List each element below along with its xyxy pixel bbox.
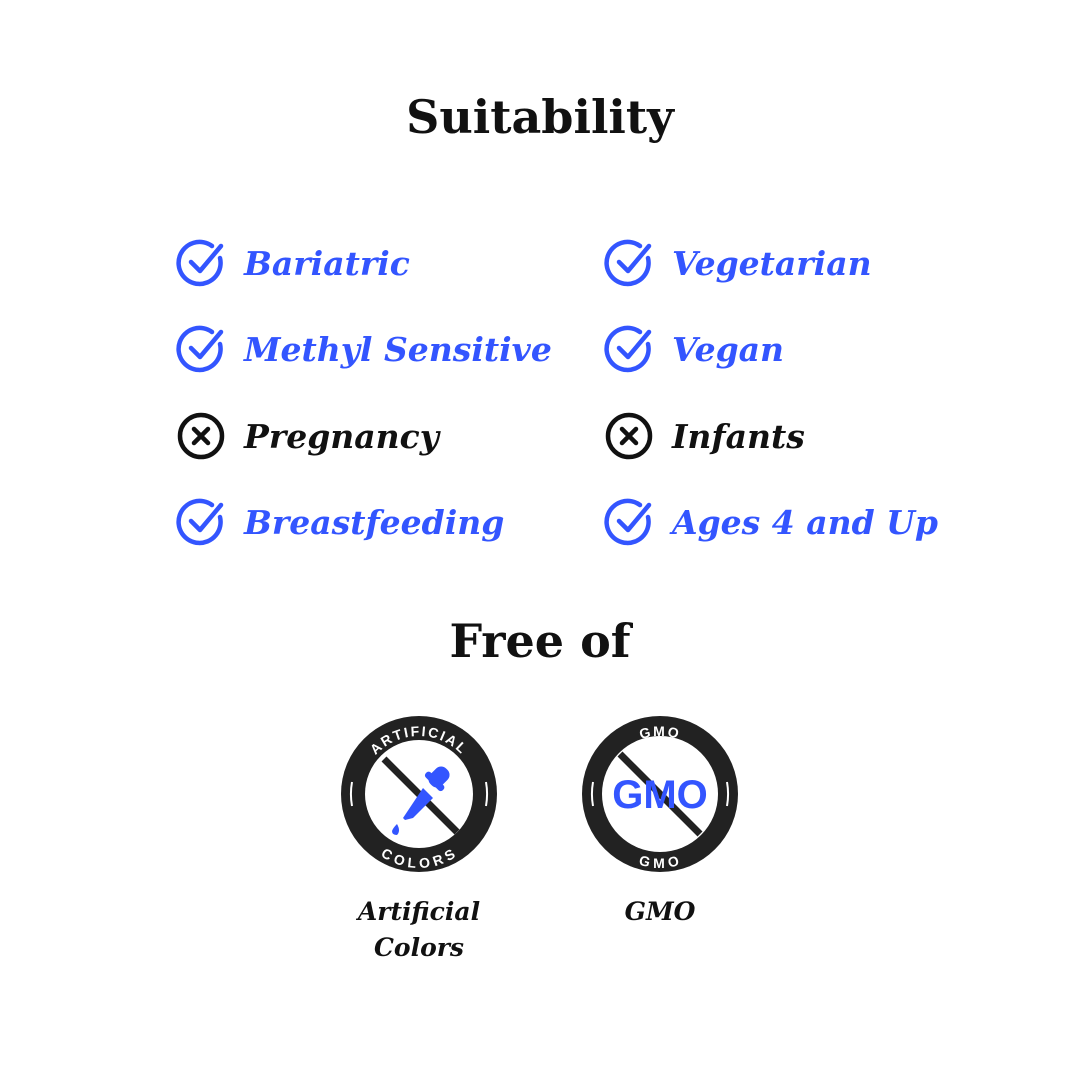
suitability-title: Suitability <box>406 90 674 144</box>
suitability-label: Pregnancy <box>244 416 439 456</box>
gmo-label: GMO <box>560 894 760 930</box>
x-circle-icon <box>177 412 225 460</box>
check-circle-icon <box>604 239 652 287</box>
check-circle-icon <box>604 325 652 373</box>
suitability-label: Methyl Sensitive <box>244 329 552 369</box>
label-line: GMO <box>624 897 696 926</box>
free-of-title: Free of <box>449 614 631 668</box>
check-circle-icon <box>176 498 224 546</box>
suitability-item: Vegetarian <box>604 233 872 293</box>
suitability-item: Breastfeeding <box>176 492 504 552</box>
suitability-label: Infants <box>672 416 805 456</box>
suitability-label: Vegan <box>672 329 785 369</box>
suitability-item: Methyl Sensitive <box>176 319 552 379</box>
svg-text:GMO: GMO <box>638 723 683 742</box>
artificial-colors-badge: ARTIFICIAL COLORS <box>341 716 497 872</box>
suitability-item: Ages 4 and Up <box>604 492 938 552</box>
ring-top-text: GMO <box>638 723 681 742</box>
suitability-label: Vegetarian <box>672 243 872 283</box>
check-circle-icon <box>604 498 652 546</box>
x-circle-icon <box>605 412 653 460</box>
suitability-item: Pregnancy <box>176 406 439 466</box>
gmo-center-text: GMO <box>612 773 708 817</box>
suitability-item: Bariatric <box>176 233 410 293</box>
svg-text:GMO: GMO <box>637 852 682 871</box>
suitability-label: Bariatric <box>244 243 410 283</box>
suitability-label: Ages 4 and Up <box>672 502 938 542</box>
suitability-item: Infants <box>604 406 805 466</box>
gmo-badge: GMO GMO GMO <box>582 716 738 872</box>
suitability-label: Breastfeeding <box>244 502 505 542</box>
check-circle-icon <box>176 239 224 287</box>
label-line: Artificial <box>357 897 481 926</box>
suitability-item: Vegan <box>604 319 784 379</box>
artificial-colors-label: Artificial Colors <box>319 894 519 966</box>
ring-bottom-text: GMO <box>637 852 680 871</box>
label-line: Colors <box>374 933 464 962</box>
check-circle-icon <box>176 325 224 373</box>
dropper-icon <box>392 766 450 835</box>
